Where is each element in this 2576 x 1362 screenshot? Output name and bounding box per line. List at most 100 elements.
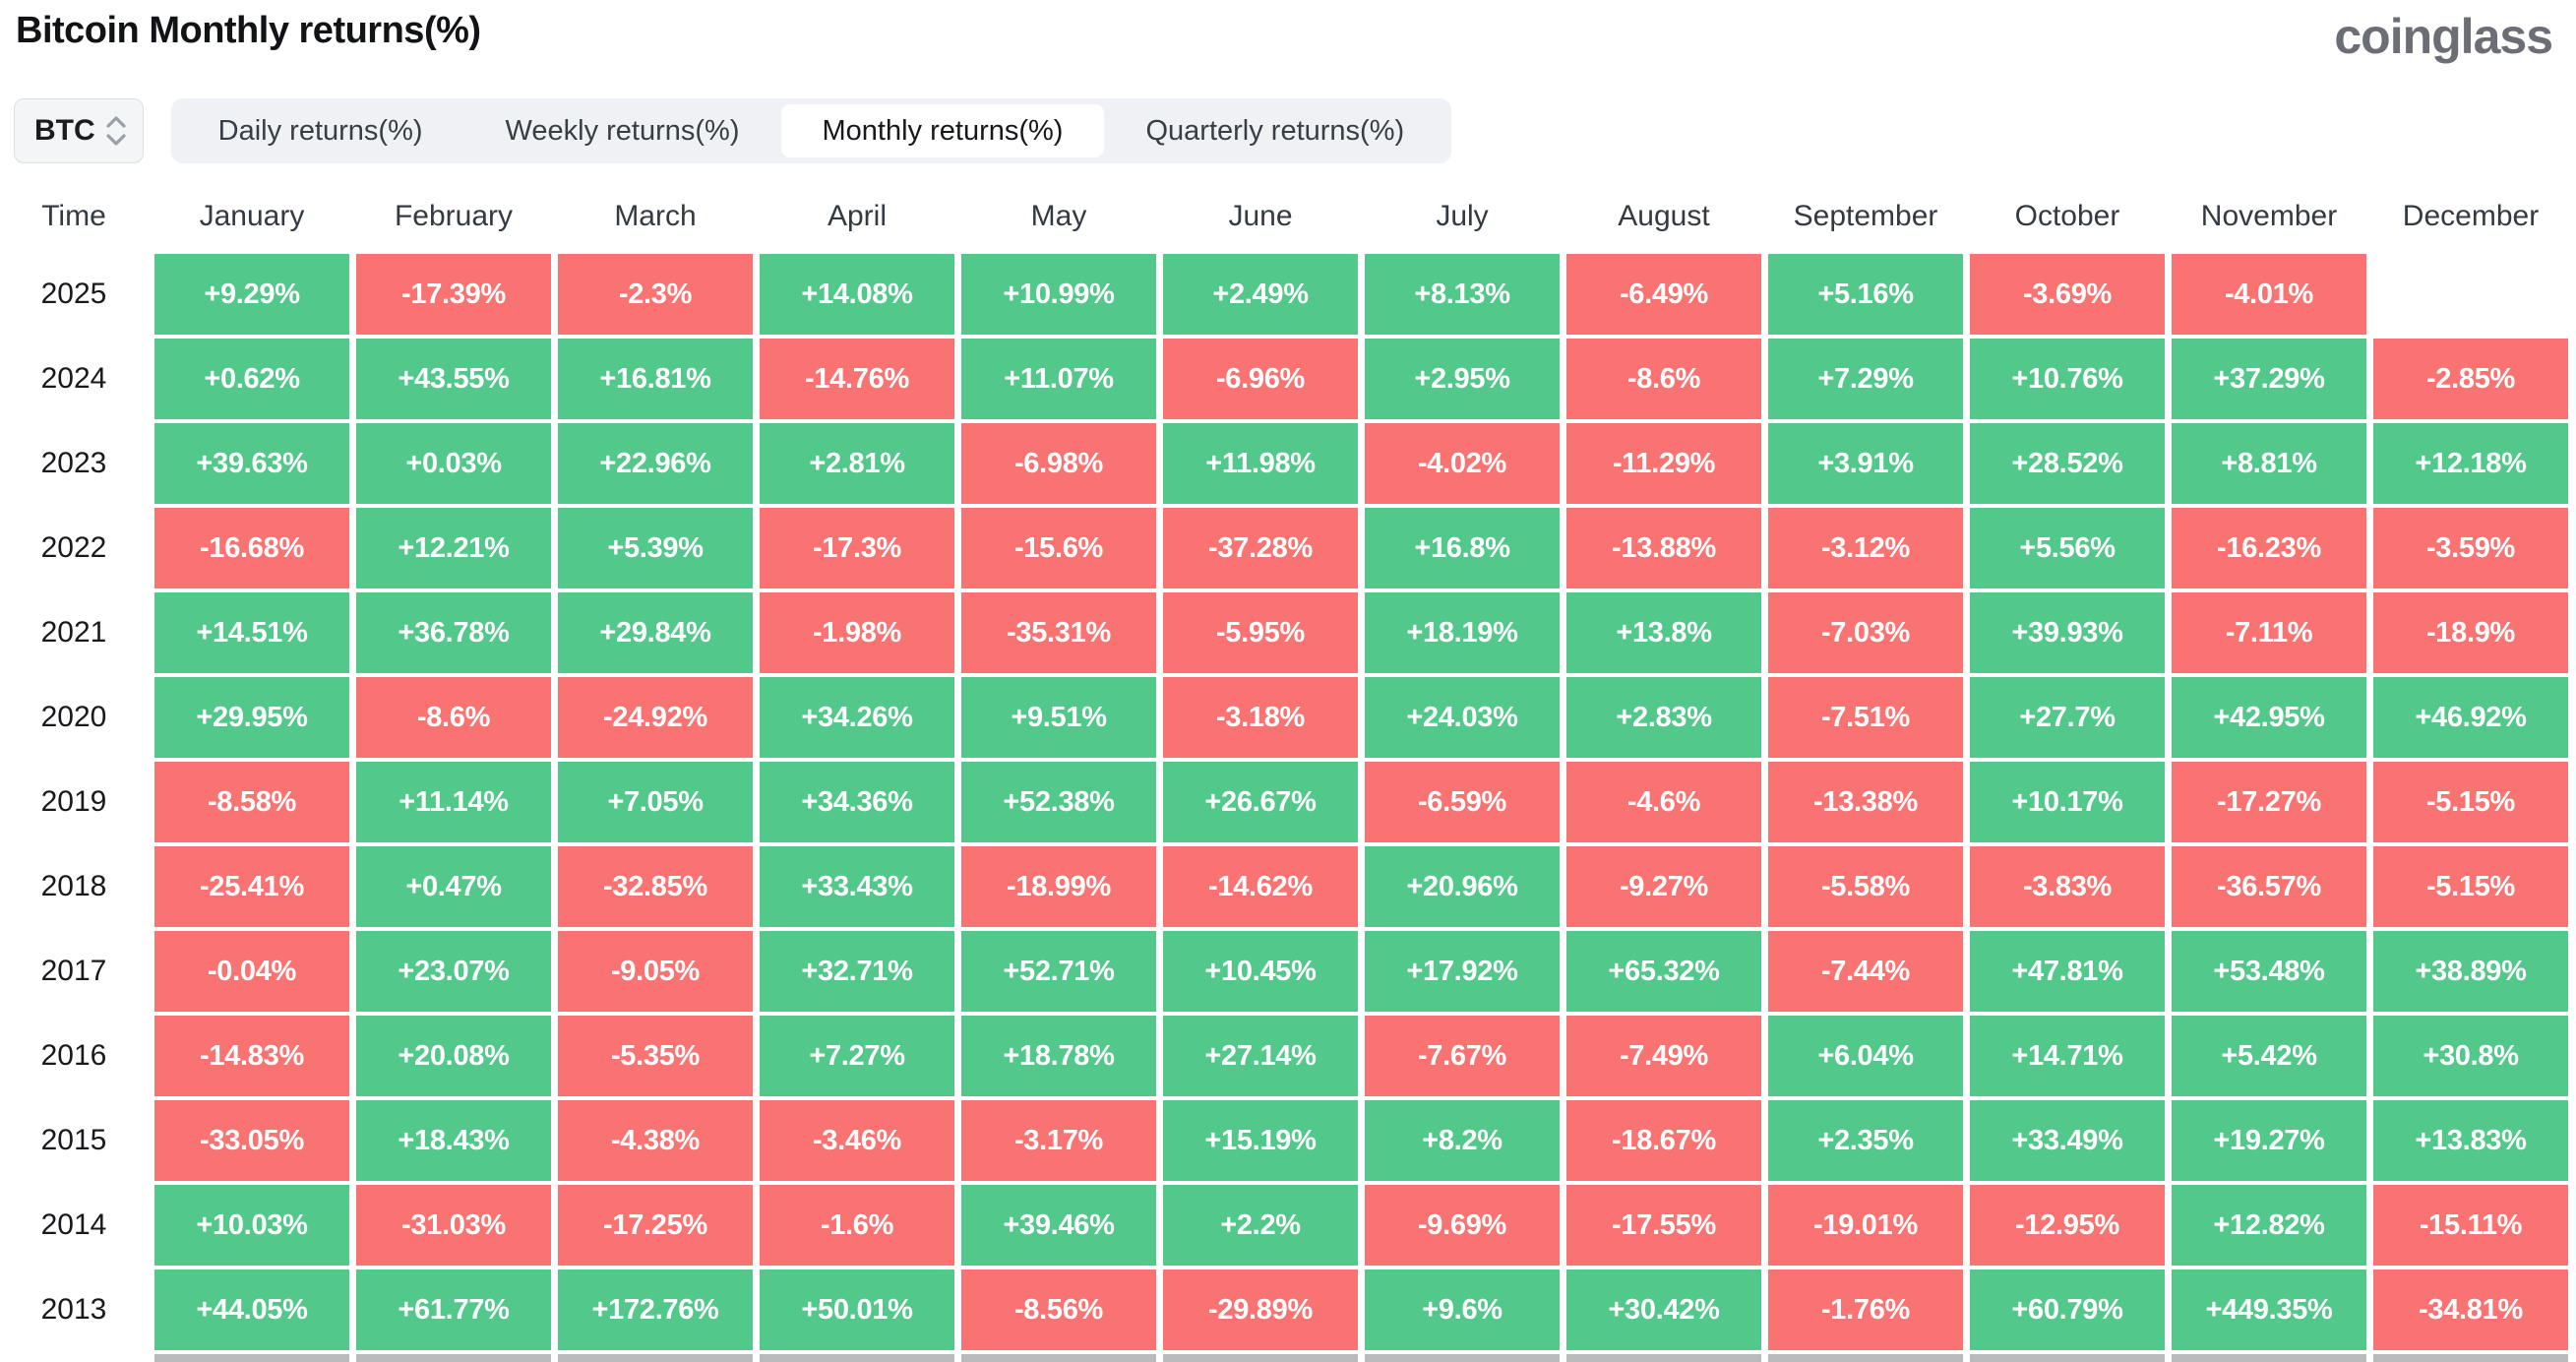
empty-cell — [2373, 254, 2568, 335]
partial-return-cell — [1768, 1354, 1963, 1362]
return-cell: +39.93% — [1970, 592, 2165, 673]
table-row: 2017 -0.04% +23.07% -9.05% +32.71% +52.71% +10… — [0, 931, 2572, 1012]
coinglass-logo: coinglass — [2334, 9, 2553, 64]
return-cell: -5.35% — [558, 1016, 753, 1096]
return-cell: +11.07% — [961, 339, 1156, 419]
return-cell: +2.83% — [1566, 677, 1761, 758]
column-header-month: September — [1793, 200, 1938, 232]
return-cell: +11.98% — [1163, 423, 1358, 504]
return-cell: +16.81% — [558, 339, 753, 419]
return-cell: -0.04% — [154, 931, 349, 1012]
return-cell: -31.03% — [356, 1185, 551, 1266]
year-label: 2015 — [40, 1124, 107, 1156]
column-header-month: January — [199, 200, 305, 232]
return-cell: -13.38% — [1768, 762, 1963, 842]
return-cell: -34.81% — [2373, 1269, 2568, 1350]
return-cell: -24.92% — [558, 677, 753, 758]
table-row: 2022 -16.68% +12.21% +5.39% -17.3% -15.6% -37.… — [0, 508, 2572, 588]
return-cell: +29.95% — [154, 677, 349, 758]
return-cell: -6.96% — [1163, 339, 1358, 419]
return-cell: -4.6% — [1566, 762, 1761, 842]
return-cell: -32.85% — [558, 846, 753, 927]
return-cell: +15.19% — [1163, 1100, 1358, 1181]
return-cell: +9.29% — [154, 254, 349, 335]
return-cell: +16.8% — [1365, 508, 1560, 588]
return-cell: -4.38% — [558, 1100, 753, 1181]
return-cell: -14.62% — [1163, 846, 1358, 927]
table-row: 2023 +39.63% +0.03% +22.96% +2.81% -6.98% +11.… — [0, 423, 2572, 504]
table-row: 2016 -14.83% +20.08% -5.35% +7.27% +18.78% +27… — [0, 1016, 2572, 1096]
return-cell: -7.67% — [1365, 1016, 1560, 1096]
table-row: 2014 +10.03% -31.03% -17.25% -1.6% +39.46% +2.… — [0, 1185, 2572, 1266]
column-header-month: April — [827, 200, 887, 232]
return-cell: -5.15% — [2373, 762, 2568, 842]
tab-quarterly[interactable]: Quarterly returns(%) — [1104, 104, 1445, 157]
return-cell: -2.3% — [558, 254, 753, 335]
return-cell: +42.95% — [2172, 677, 2366, 758]
return-cell: -25.41% — [154, 846, 349, 927]
return-cell: -11.29% — [1566, 423, 1761, 504]
return-cell: +11.14% — [356, 762, 551, 842]
return-cell: +23.07% — [356, 931, 551, 1012]
return-cell: +14.51% — [154, 592, 349, 673]
return-cell: +37.29% — [2172, 339, 2366, 419]
return-cell: +24.03% — [1365, 677, 1560, 758]
return-cell: -7.11% — [2172, 592, 2366, 673]
return-cell: +20.96% — [1365, 846, 1560, 927]
return-cell: +39.63% — [154, 423, 349, 504]
return-cell: +13.83% — [2373, 1100, 2568, 1181]
return-cell: +2.81% — [760, 423, 954, 504]
return-cell: +14.71% — [1970, 1016, 2165, 1096]
partial-return-cell — [356, 1354, 551, 1362]
return-cell: +9.6% — [1365, 1269, 1560, 1350]
return-cell: -2.85% — [2373, 339, 2568, 419]
return-cell: -17.3% — [760, 508, 954, 588]
table-header-row: Time January February March April May June July… — [0, 189, 2572, 244]
coin-selector[interactable]: BTC — [14, 98, 144, 163]
controls-bar: BTC Daily returns(%) Weekly returns(%) Mon… — [14, 98, 2576, 163]
partial-return-cell — [154, 1354, 349, 1362]
tab-daily[interactable]: Daily returns(%) — [177, 104, 464, 157]
table-row: 2024 +0.62% +43.55% +16.81% -14.76% +11.07% -6… — [0, 339, 2572, 419]
year-label: 2014 — [40, 1208, 107, 1241]
return-cell: -9.27% — [1566, 846, 1761, 927]
return-cell: -4.01% — [2172, 254, 2366, 335]
return-cell: -16.23% — [2172, 508, 2366, 588]
column-header-month: October — [2014, 200, 2120, 232]
return-cell: +5.56% — [1970, 508, 2165, 588]
return-cell: +29.84% — [558, 592, 753, 673]
return-cell: +10.03% — [154, 1185, 349, 1266]
return-cell: +33.43% — [760, 846, 954, 927]
return-cell: +2.49% — [1163, 254, 1358, 335]
return-cell: +0.62% — [154, 339, 349, 419]
partial-return-cell — [1970, 1354, 2165, 1362]
return-cell: +7.29% — [1768, 339, 1963, 419]
return-cell: +0.47% — [356, 846, 551, 927]
return-cell: -37.28% — [1163, 508, 1358, 588]
year-label — [0, 1354, 148, 1362]
return-cell: +30.8% — [2373, 1016, 2568, 1096]
tab-weekly[interactable]: Weekly returns(%) — [464, 104, 781, 157]
return-cell: -3.69% — [1970, 254, 2165, 335]
column-header-month: May — [1030, 200, 1087, 232]
page-title: Bitcoin Monthly returns(%) — [16, 10, 481, 51]
return-cell: +65.32% — [1566, 931, 1761, 1012]
return-cell: -1.98% — [760, 592, 954, 673]
topbar: Bitcoin Monthly returns(%) coinglass — [0, 0, 2576, 64]
return-cell: -3.46% — [760, 1100, 954, 1181]
return-cell: +12.82% — [2172, 1185, 2366, 1266]
coin-selector-label: BTC — [34, 114, 95, 147]
return-cell: +28.52% — [1970, 423, 2165, 504]
return-cell: -9.05% — [558, 931, 753, 1012]
return-cell: -35.31% — [961, 592, 1156, 673]
return-cell: -1.76% — [1768, 1269, 1963, 1350]
return-cell: +8.13% — [1365, 254, 1560, 335]
return-cell: +9.51% — [961, 677, 1156, 758]
return-cell: -8.56% — [961, 1269, 1156, 1350]
return-cell: +0.03% — [356, 423, 551, 504]
return-cell: +8.2% — [1365, 1100, 1560, 1181]
return-cell: +7.27% — [760, 1016, 954, 1096]
tab-monthly[interactable]: Monthly returns(%) — [780, 104, 1105, 157]
return-cell: +13.8% — [1566, 592, 1761, 673]
return-cell: -18.99% — [961, 846, 1156, 927]
